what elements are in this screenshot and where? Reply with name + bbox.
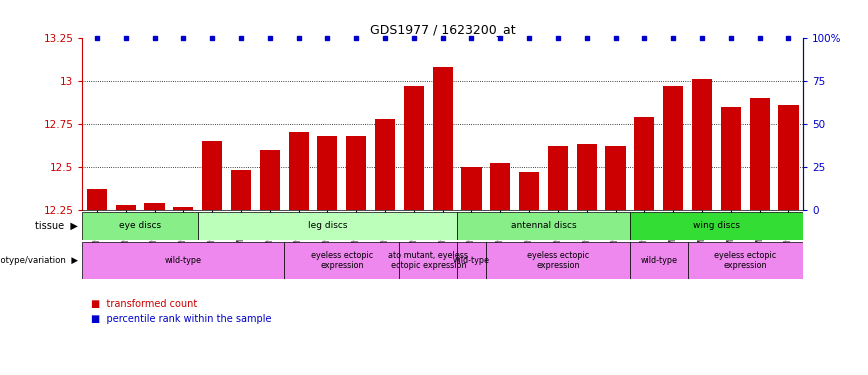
Bar (231, 170, 251, 210)
Bar (576, 144, 597, 210)
Bar (687, 242, 803, 279)
Text: ■  transformed count: ■ transformed count (91, 299, 197, 309)
Text: eyeless ectopic
expression: eyeless ectopic expression (714, 251, 776, 270)
Bar (346, 136, 366, 210)
Bar (144, 203, 165, 210)
Bar (490, 164, 510, 210)
Bar (284, 242, 399, 279)
Bar (82, 242, 284, 279)
Bar (174, 207, 194, 210)
Bar (606, 146, 626, 210)
Title: GDS1977 / 1623200_at: GDS1977 / 1623200_at (370, 23, 516, 36)
Bar (202, 141, 222, 210)
Text: tissue  ▶: tissue ▶ (36, 221, 78, 231)
Bar (260, 150, 279, 210)
Text: antennal discs: antennal discs (510, 221, 576, 230)
Bar (462, 167, 482, 210)
Bar (630, 242, 687, 279)
Bar (404, 86, 424, 210)
Bar (779, 105, 799, 210)
Text: ■  percentile rank within the sample: ■ percentile rank within the sample (91, 314, 272, 324)
Text: ato mutant, eyeless
ectopic expression: ato mutant, eyeless ectopic expression (388, 251, 468, 270)
Bar (318, 136, 338, 210)
Bar (457, 212, 630, 240)
Bar (87, 189, 107, 210)
Bar (486, 242, 630, 279)
Bar (115, 205, 135, 210)
Bar (432, 67, 453, 210)
Bar (750, 98, 770, 210)
Bar (519, 172, 539, 210)
Text: eye discs: eye discs (119, 221, 161, 230)
Bar (82, 212, 198, 240)
Bar (720, 106, 741, 210)
Text: wing discs: wing discs (693, 221, 740, 230)
Text: leg discs: leg discs (307, 221, 347, 230)
Text: wild-type: wild-type (641, 256, 677, 265)
Bar (663, 86, 683, 210)
Bar (630, 212, 803, 240)
Text: wild-type: wild-type (453, 256, 490, 265)
Bar (635, 117, 654, 210)
Bar (198, 212, 457, 240)
Text: wild-type: wild-type (165, 256, 202, 265)
Text: eyeless ectopic
expression: eyeless ectopic expression (527, 251, 589, 270)
Bar (548, 146, 568, 210)
Bar (375, 118, 395, 210)
Bar (692, 79, 712, 210)
Text: eyeless ectopic
expression: eyeless ectopic expression (311, 251, 373, 270)
Bar (288, 132, 309, 210)
Text: genotype/variation  ▶: genotype/variation ▶ (0, 256, 78, 265)
Bar (457, 242, 486, 279)
Bar (399, 242, 457, 279)
